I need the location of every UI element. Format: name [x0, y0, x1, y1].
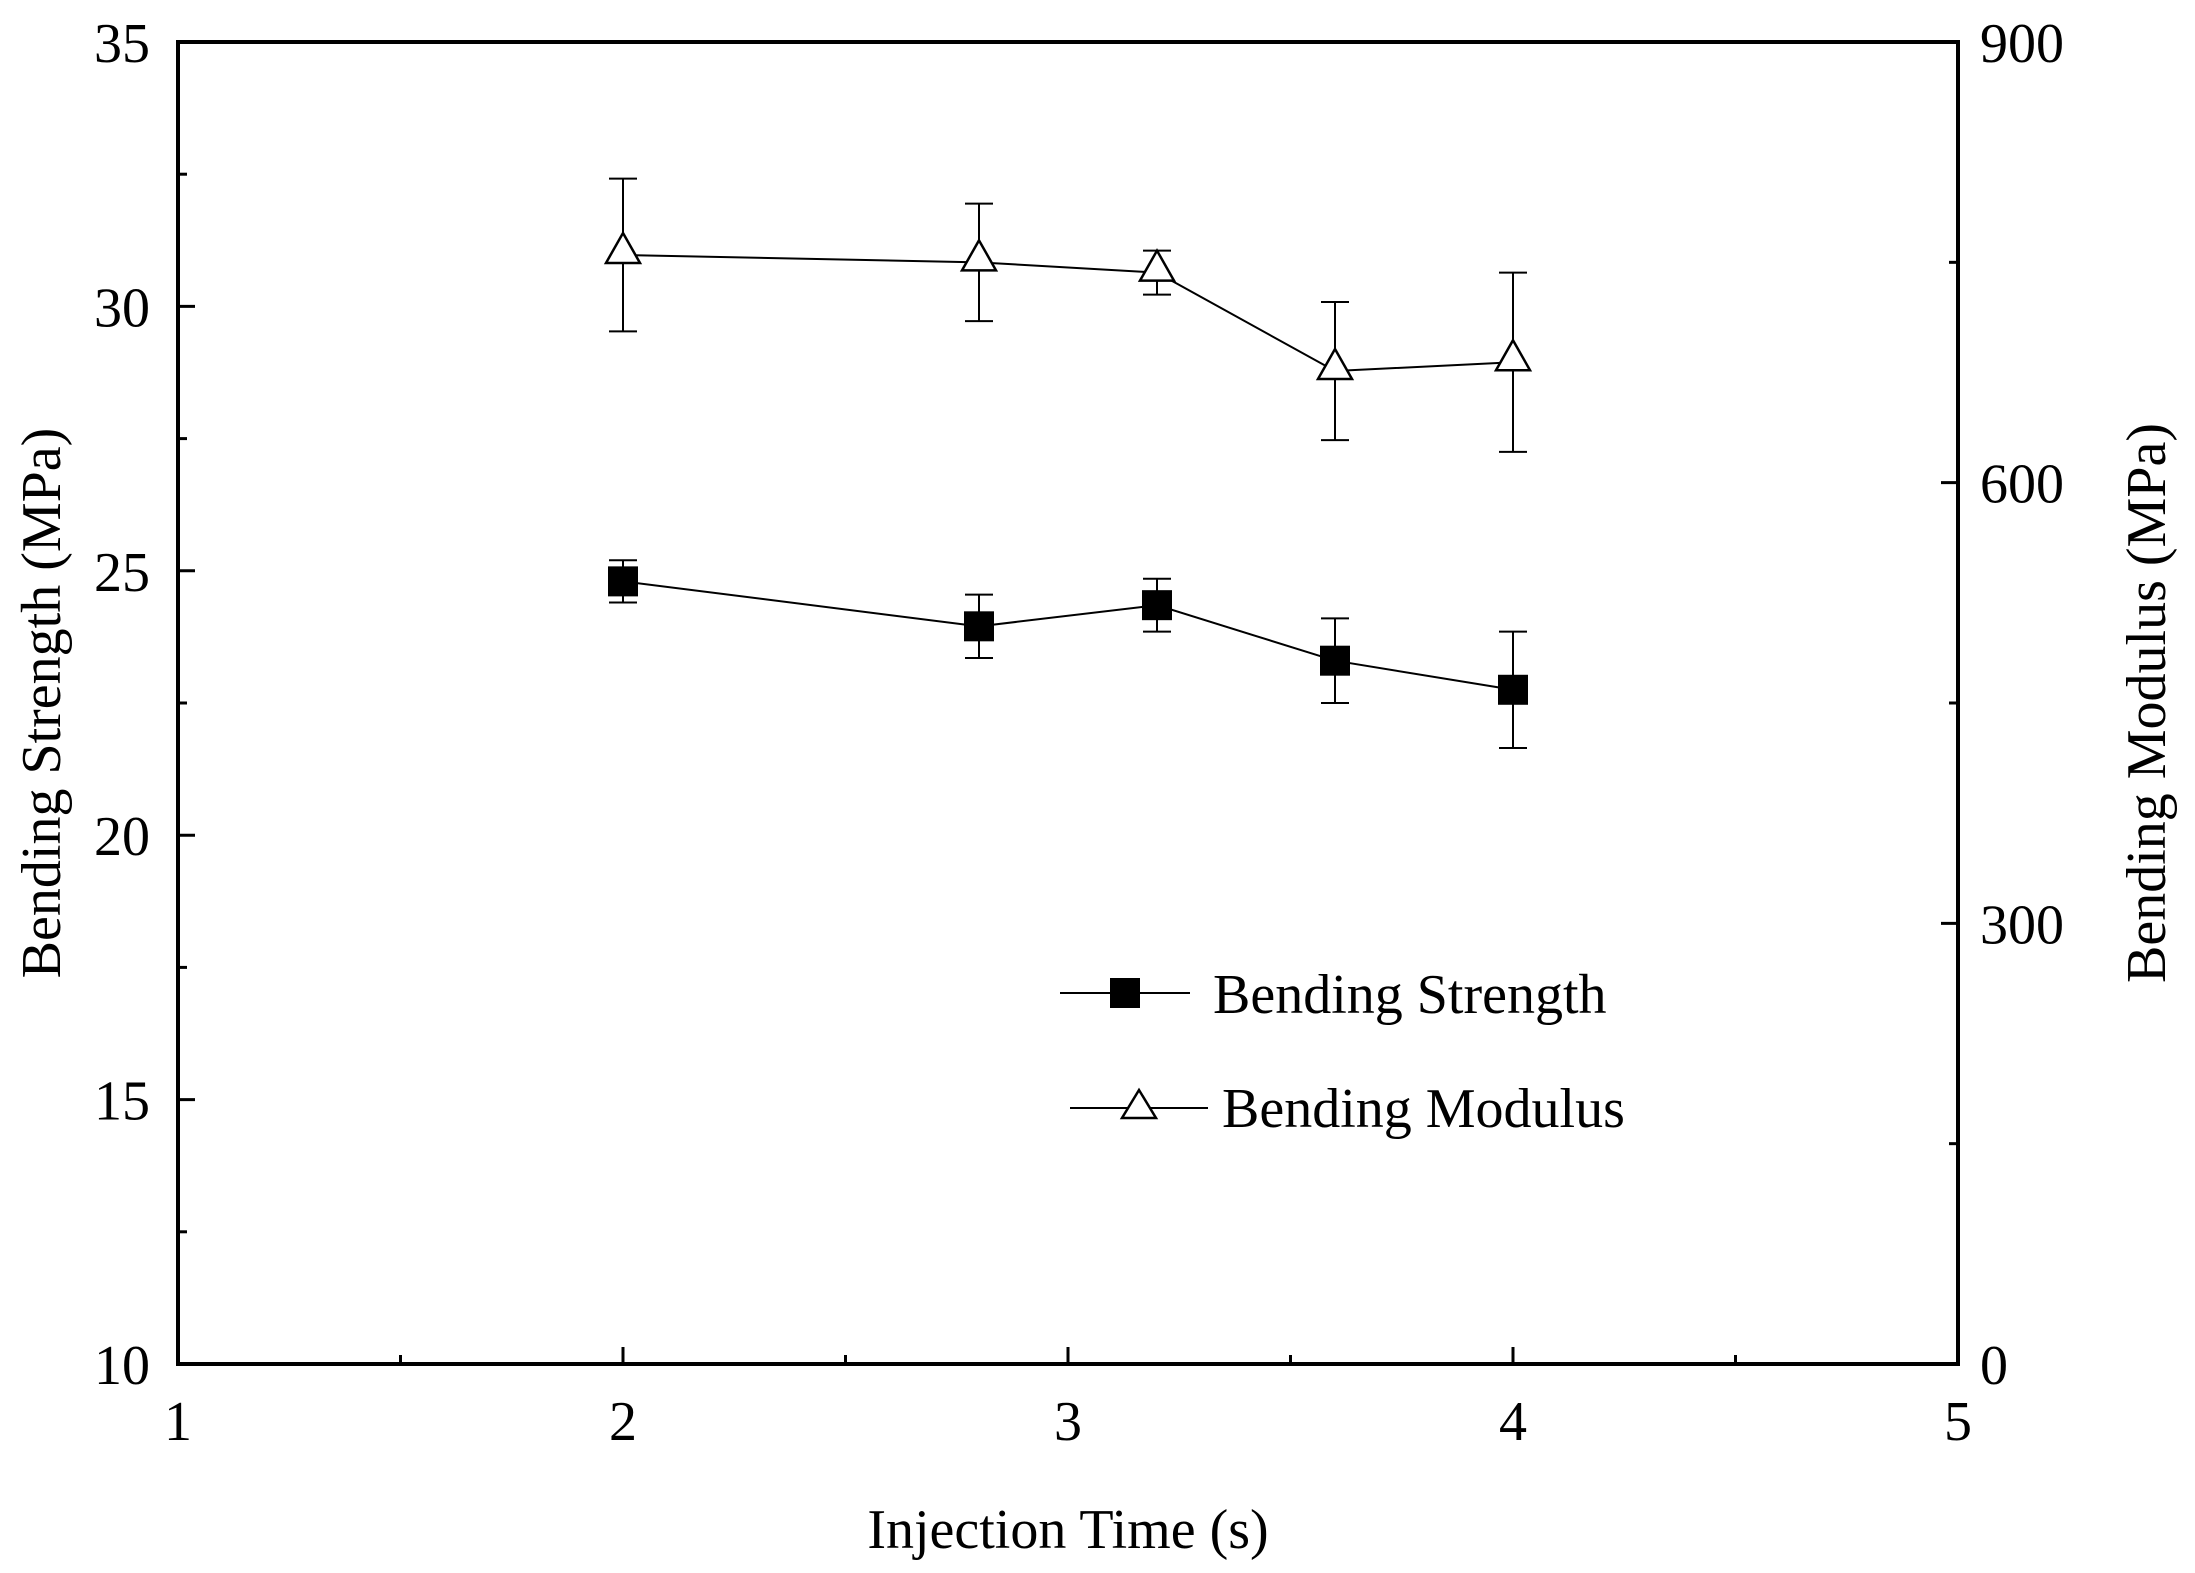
- data-point: [1498, 674, 1528, 705]
- data-point: [964, 611, 994, 642]
- legend-label-bending-modulus: Bending Modulus: [1222, 1078, 1625, 1140]
- data-point: [1320, 645, 1350, 676]
- axis-ticks: [176, 40, 1960, 1366]
- legend: Bending Strength Bending Modulus: [1060, 964, 1625, 1140]
- y-tick-label: 20: [94, 806, 150, 868]
- axis-tick-labels: 1 2 3 4 5 10 15 20 25 30 35 0 300 600 900: [94, 13, 2064, 1453]
- y-tick-label: 15: [94, 1071, 150, 1133]
- y-axis-title: Bending Strength (MPa): [11, 428, 73, 979]
- legend-label-bending-strength: Bending Strength: [1213, 964, 1607, 1026]
- x-tick-label: 1: [164, 1391, 192, 1453]
- series-bending-modulus: [603, 177, 1533, 453]
- data-point: [1137, 248, 1177, 282]
- data-point: [1493, 337, 1533, 372]
- y2-axis-title: Bending Modulus (MPa): [2116, 423, 2178, 983]
- x-tick-label: 2: [609, 1391, 637, 1453]
- x-tick-label: 3: [1054, 1391, 1082, 1453]
- y-tick-label: 10: [94, 1335, 150, 1397]
- data-point: [608, 566, 638, 597]
- y-tick-label: 35: [94, 13, 150, 75]
- data-point: [603, 230, 643, 265]
- x-tick-label: 5: [1944, 1391, 1972, 1453]
- series-line-bending-modulus: [622, 253, 1514, 373]
- data-point: [1315, 346, 1355, 381]
- legend-marker-bending-modulus: [1119, 1087, 1159, 1120]
- x-axis-title: Injection Time (s): [867, 1499, 1268, 1561]
- x-tick-label: 4: [1499, 1391, 1527, 1453]
- data-point: [1142, 590, 1172, 621]
- plot-frame: [176, 40, 1960, 1366]
- y2-tick-label: 600: [1980, 454, 2064, 516]
- y-tick-label: 25: [94, 542, 150, 604]
- series-bending-strength: [608, 559, 1528, 749]
- series-layer: [603, 177, 1533, 749]
- series-line-bending-strength: [622, 580, 1514, 691]
- y-tick-label: 30: [94, 277, 150, 339]
- legend-marker-bending-strength: [1110, 978, 1140, 1008]
- y2-tick-label: 0: [1980, 1335, 2008, 1397]
- y2-tick-label: 300: [1980, 894, 2064, 956]
- data-point: [959, 237, 999, 272]
- y2-tick-label: 900: [1980, 13, 2064, 75]
